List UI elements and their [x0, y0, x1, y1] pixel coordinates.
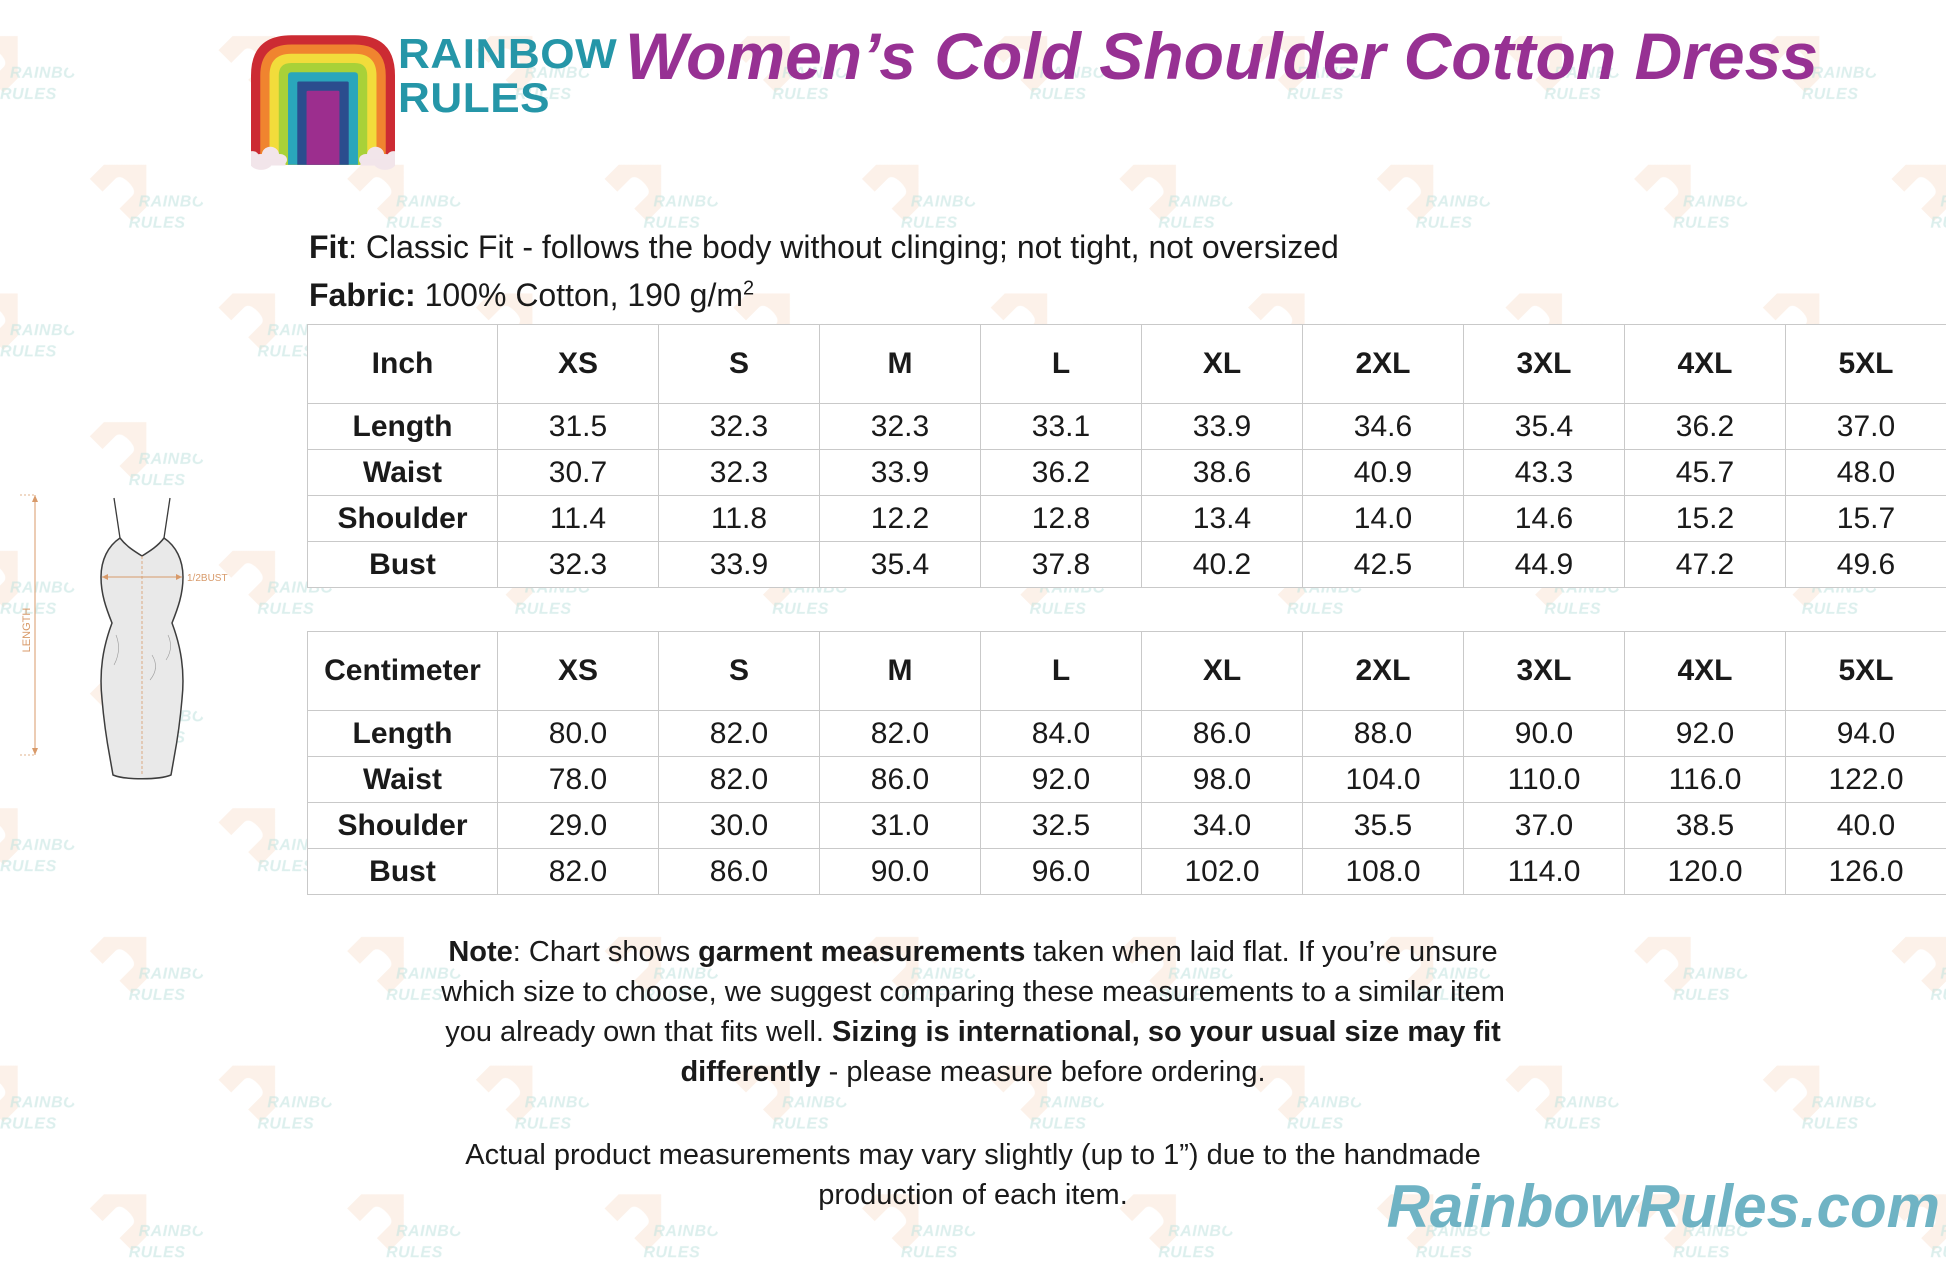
svg-text:1/2BUST: 1/2BUST [187, 573, 228, 584]
svg-text:LENGTH: LENGTH [21, 608, 33, 653]
